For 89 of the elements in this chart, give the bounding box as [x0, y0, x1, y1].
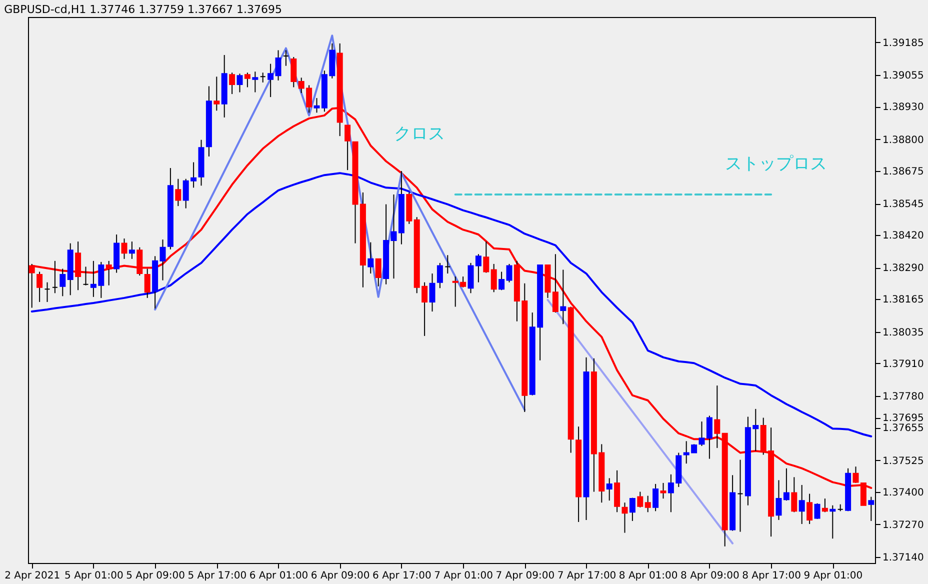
candlestick [806, 493, 813, 524]
candlestick [60, 268, 66, 297]
y-tick-label: 1.37270 [882, 520, 924, 531]
y-tick-label: 1.37655 [882, 423, 924, 434]
candlestick [436, 262, 443, 289]
x-tick-label: 7 Apr 09:00 [496, 570, 555, 582]
candlestick [121, 238, 128, 260]
x-tick-label: 2 Apr 2021 [4, 570, 60, 582]
candlestick [52, 260, 58, 294]
x-tick-label: 7 Apr 17:00 [557, 570, 616, 582]
y-tick-label: 1.38035 [882, 327, 924, 338]
candlestick [144, 268, 150, 298]
candlestick [229, 72, 236, 95]
candlestick [106, 260, 112, 286]
candlestick [483, 241, 490, 274]
x-tick-label: 6 Apr 01:00 [249, 570, 308, 582]
candlestick [175, 178, 182, 207]
candlestick [344, 124, 351, 171]
candlestick [637, 491, 644, 508]
candlestick [136, 246, 143, 276]
candlestick [282, 50, 289, 66]
candlestick [830, 504, 836, 540]
y-tick-label: 1.37140 [882, 552, 924, 564]
x-tick-label: 7 Apr 01:00 [434, 570, 493, 582]
candlestick [714, 385, 720, 448]
y-tick-label: 1.38930 [882, 102, 924, 114]
line-series [154, 34, 526, 411]
candlestick [160, 239, 166, 281]
x-tick-label: 5 Apr 09:00 [126, 570, 185, 582]
candlestick [429, 273, 436, 312]
y-tick-label: 1.38545 [882, 199, 924, 210]
candlestick [268, 63, 274, 98]
candlestick [444, 254, 451, 274]
annotation: クロス [394, 124, 445, 144]
candlestick [622, 502, 628, 534]
candlestick [490, 263, 497, 293]
y-tick-label: 1.38420 [882, 230, 924, 242]
candlestick [629, 497, 636, 522]
candlestick [652, 483, 659, 512]
y-tick-label: 1.39055 [882, 70, 924, 82]
candlestick [606, 478, 612, 502]
x-tick-label: 6 Apr 17:00 [372, 570, 432, 582]
y-tick-label: 1.38165 [882, 294, 924, 306]
candlestick [128, 241, 135, 260]
candlestick [822, 498, 828, 513]
candlestick [44, 282, 50, 302]
candlestick [260, 72, 266, 83]
candlestick [868, 496, 874, 522]
x-tick-label: 8 Apr 09:00 [680, 570, 740, 582]
y-tick-label: 1.38290 [882, 263, 924, 274]
y-tick-label: 1.39185 [882, 38, 924, 49]
candlestick [36, 271, 43, 302]
y-tick-label: 1.38675 [882, 166, 924, 178]
candlestick [506, 263, 512, 283]
candlestick [214, 76, 220, 112]
x-tick-label: 8 Apr 17:00 [742, 570, 801, 582]
x-tick-label: 6 Apr 09:00 [310, 570, 370, 582]
candlestick [252, 71, 258, 93]
candlestick [82, 266, 89, 286]
y-tick-label: 1.37400 [882, 487, 924, 498]
candlestick [236, 73, 243, 93]
x-tick-label: 5 Apr 17:00 [188, 570, 247, 582]
x-tick-label: 5 Apr 01:00 [64, 570, 124, 582]
candlestick [498, 271, 505, 291]
x-tick-label: 8 Apr 01:00 [618, 570, 678, 582]
candlestick [737, 459, 744, 532]
y-tick-label: 1.37525 [882, 456, 924, 467]
candlestick [614, 470, 620, 513]
candlestick [814, 502, 820, 520]
candlestick [368, 242, 374, 274]
candlestick [244, 72, 250, 88]
candlestick [560, 269, 566, 325]
candlestick [275, 50, 282, 81]
candlestick [660, 482, 666, 500]
candlestick [791, 476, 798, 513]
candlestick [290, 56, 297, 88]
x-tick-label: 9 Apr 01:00 [804, 570, 863, 582]
annotation: ストップロス [725, 154, 828, 174]
y-tick-label: 1.37780 [882, 392, 924, 403]
y-tick-label: 1.37695 [882, 413, 924, 424]
candlestick [798, 484, 805, 524]
chart-title: GBPUSD-cd,H1 1.37746 1.37759 1.37667 1.37695 [4, 3, 282, 16]
line-series [30, 172, 872, 438]
y-tick-label: 1.38800 [882, 134, 924, 146]
y-tick-label: 1.37910 [882, 358, 924, 370]
candlestick [75, 241, 82, 291]
candlestick [375, 258, 382, 287]
candlestick [644, 495, 651, 513]
candlestick [852, 466, 859, 484]
